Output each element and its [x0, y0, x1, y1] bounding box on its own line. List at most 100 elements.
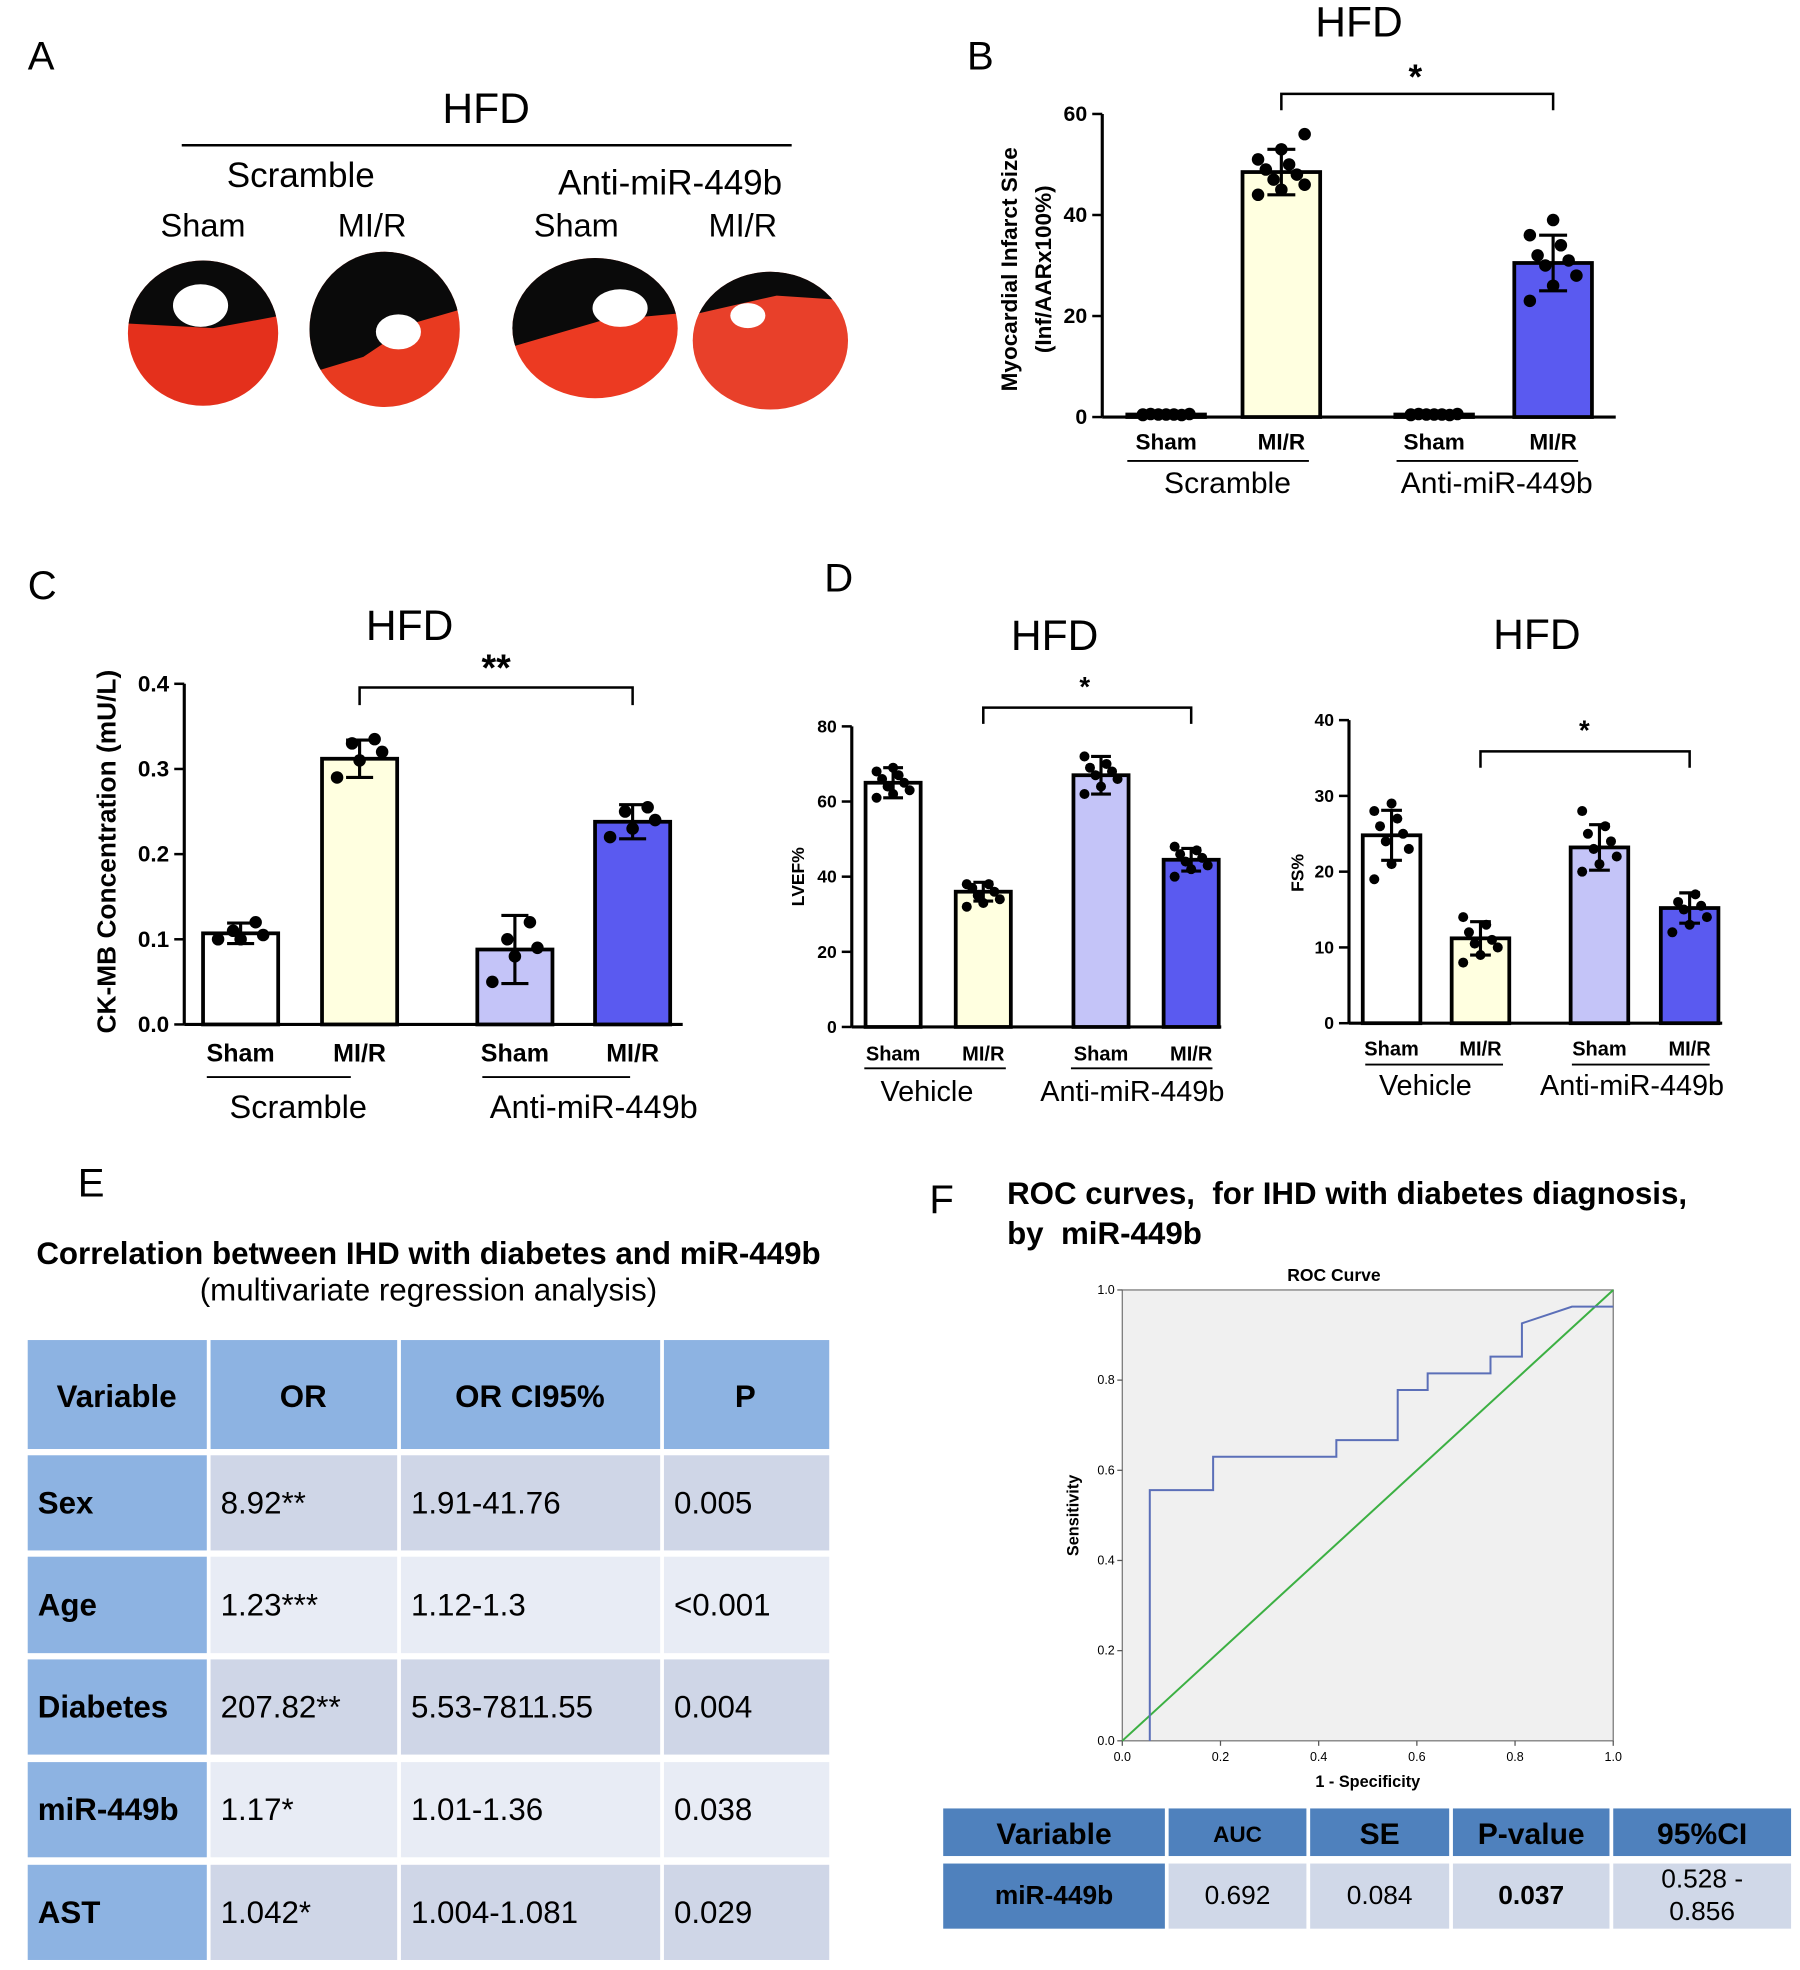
heart-images	[127, 251, 849, 410]
y-tick-label: 0.2	[1097, 1644, 1114, 1658]
data-point	[1375, 821, 1386, 832]
table-cell	[400, 1659, 661, 1755]
table-cell	[400, 1864, 661, 1960]
y-tick-label: 80	[817, 716, 837, 736]
data-point	[899, 777, 910, 788]
data-point	[983, 879, 994, 890]
header-text: SE	[1360, 1818, 1400, 1851]
cell-text: miR-449b	[38, 1792, 179, 1827]
x-tick-label: Sham	[866, 1044, 921, 1066]
panel-label: E	[78, 1162, 105, 1206]
header-cell	[663, 1340, 830, 1450]
error-bar	[501, 913, 529, 986]
x-tick-label: MI/R	[333, 1039, 386, 1067]
y-tick-label: 0	[1324, 1013, 1334, 1033]
data-point	[1079, 789, 1090, 800]
data-point	[888, 789, 899, 800]
significance-label: *	[1079, 671, 1090, 702]
data-point	[1298, 178, 1311, 191]
table-cell	[27, 1455, 207, 1551]
cell-text: miR-449b	[995, 1880, 1113, 1910]
data-point	[1290, 168, 1304, 181]
x-tick-label: MI/R	[1669, 1038, 1712, 1060]
header-text: P-value	[1478, 1818, 1585, 1851]
y-tick-label: 40	[1314, 710, 1334, 730]
y-tick-label: 40	[1064, 203, 1088, 227]
x-tick-label: Sham	[1074, 1044, 1129, 1066]
x-tick-label: Sham	[481, 1039, 549, 1067]
data-point	[1386, 859, 1397, 870]
data-point	[1079, 751, 1090, 762]
y-tick-label: 0.0	[138, 1012, 169, 1037]
y-tick-label: 0	[1075, 405, 1087, 429]
header-text: AUC	[1213, 1822, 1262, 1847]
cell-text: 5.53-7811.55	[411, 1689, 593, 1724]
column-label: MI/R	[338, 207, 407, 243]
x-tick-label: Sham	[1364, 1038, 1419, 1060]
data-point	[961, 879, 972, 890]
x-tick-label: 0.6	[1408, 1750, 1425, 1764]
data-point	[1084, 762, 1095, 773]
data-point	[1369, 806, 1380, 817]
y-axis-label: Sensitivity	[1064, 1475, 1082, 1556]
x-tick-label: MI/R	[962, 1044, 1005, 1066]
table-cell	[210, 1659, 398, 1755]
data-point	[893, 770, 904, 781]
data-point	[648, 813, 662, 827]
cell-text: AST	[38, 1895, 101, 1930]
header-text: OR	[280, 1379, 327, 1414]
data-point	[1492, 942, 1503, 953]
bar	[953, 889, 1013, 1029]
data-point	[523, 915, 537, 929]
cell-text: 1.91-41.76	[411, 1485, 561, 1520]
data-point	[1298, 127, 1311, 141]
header-text: Variable	[996, 1818, 1111, 1851]
x-tick-label: 1.0	[1605, 1750, 1622, 1764]
data-point	[486, 975, 499, 989]
group-label: Anti-miR-449b	[1540, 1070, 1724, 1102]
panel-label: A	[28, 34, 55, 78]
header-cell	[1613, 1808, 1792, 1857]
y-tick-label: 60	[1064, 102, 1088, 126]
data-point	[1696, 900, 1707, 911]
y-tick-label: 20	[817, 942, 837, 962]
group-label: Anti-miR-449b	[1040, 1076, 1224, 1108]
x-tick-label: MI/R	[1170, 1044, 1213, 1066]
significance-label: *	[1409, 58, 1423, 97]
data-point	[1562, 254, 1575, 267]
data-point	[1684, 919, 1695, 930]
bar	[1071, 773, 1131, 1029]
panel-title: ROC curves, for IHD with diabetes diagno…	[1007, 1176, 1687, 1211]
data-point	[1523, 294, 1537, 308]
table-cell	[210, 1762, 398, 1858]
data-point	[1101, 758, 1112, 769]
header-cell	[1310, 1808, 1450, 1857]
table-cell	[210, 1864, 398, 1960]
table-cell	[663, 1556, 830, 1654]
data-point	[1486, 934, 1498, 945]
data-point	[618, 805, 632, 818]
bar	[1240, 170, 1323, 419]
data-point	[1175, 849, 1186, 860]
data-point	[1458, 957, 1469, 968]
cell-text: 1.01-1.36	[411, 1792, 543, 1827]
data-point	[1458, 912, 1469, 923]
data-point	[501, 933, 514, 946]
table-cell	[27, 1762, 207, 1858]
data-point	[871, 766, 882, 777]
table-cell	[400, 1556, 661, 1654]
data-point	[1582, 828, 1593, 839]
panel-label: D	[824, 557, 853, 601]
y-tick-label: 1.0	[1097, 1283, 1114, 1297]
data-point	[1197, 852, 1208, 863]
cell-text: Sex	[38, 1485, 94, 1520]
header-cell	[1168, 1808, 1307, 1857]
data-point	[1463, 927, 1474, 938]
data-point	[994, 894, 1005, 905]
data-point	[1167, 408, 1181, 421]
data-point	[1251, 153, 1265, 166]
table-cell	[663, 1455, 830, 1551]
x-tick-label: Sham	[1403, 430, 1464, 455]
column-label: Sham	[161, 207, 246, 243]
cell-text: Age	[38, 1587, 97, 1622]
